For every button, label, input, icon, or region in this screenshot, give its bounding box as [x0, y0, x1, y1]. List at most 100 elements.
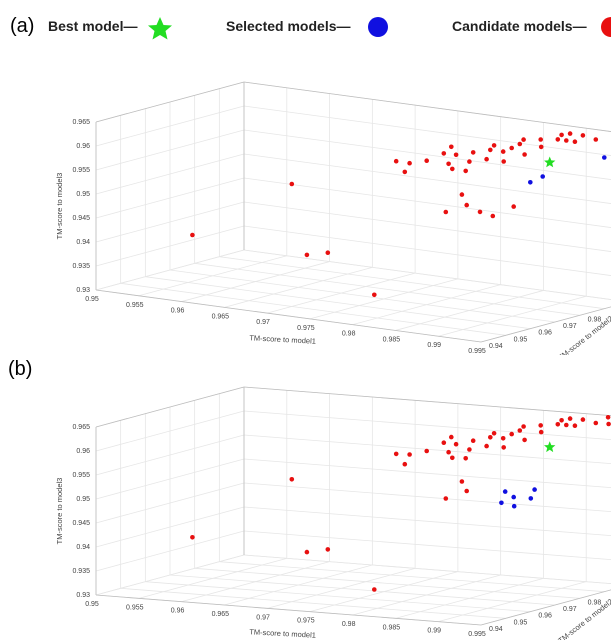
x-axis-label: TM-score to model1: [249, 627, 316, 639]
candidate-point: [509, 431, 514, 437]
candidate-point: [372, 292, 377, 298]
candidate-point: [190, 232, 195, 238]
y-tick-label: 0.97: [563, 323, 577, 330]
candidate-point: [517, 141, 523, 147]
selected-point: [528, 180, 533, 185]
y-tick-label: 0.96: [538, 613, 552, 620]
candidate-point: [393, 451, 399, 457]
x-tick-label: 0.955: [126, 604, 144, 611]
candidate-point: [441, 151, 447, 156]
candidate-point: [522, 437, 527, 443]
candidate-point: [500, 149, 506, 154]
selected-point: [540, 174, 545, 179]
panel-label-b: (b): [8, 358, 33, 380]
candidate-point: [580, 133, 586, 138]
y-tick-label: 0.98: [588, 316, 602, 323]
x-tick-label: 0.985: [383, 624, 401, 631]
candidate-point: [501, 159, 507, 164]
candidate-point: [450, 166, 455, 172]
candidate-point: [372, 587, 377, 592]
y-axis-label: TM-score to model2: [556, 597, 611, 640]
y-tick-label: 0.95: [514, 336, 528, 343]
x-tick-label: 0.995: [468, 631, 486, 638]
candidate-point: [509, 145, 514, 151]
x-axis-label: TM-score to model1: [249, 333, 316, 345]
candidate-point: [567, 131, 573, 136]
x-tick-label: 0.975: [297, 325, 315, 332]
candidate-point: [538, 423, 543, 428]
legend-selected-label: Selected models—: [226, 18, 351, 34]
candidate-point: [564, 138, 569, 143]
x-tick-label: 0.96: [171, 308, 185, 315]
candidate-point: [453, 152, 459, 158]
candidate-point: [441, 440, 447, 445]
candidate-point: [289, 477, 295, 482]
candidate-point: [464, 488, 470, 494]
candidate-point: [521, 424, 526, 429]
candidate-point: [567, 416, 573, 421]
candidate-point: [490, 213, 496, 219]
candidate-point: [572, 139, 578, 144]
candidate-point: [304, 549, 310, 555]
panel-label-a: (a): [10, 15, 34, 37]
candidate-point: [538, 137, 543, 142]
x-tick-label: 0.985: [383, 336, 401, 343]
y-tick-label: 0.97: [563, 606, 577, 613]
candidate-point: [459, 192, 465, 197]
candidate-point: [538, 429, 544, 435]
y-axis-label: TM-score to model2: [556, 314, 611, 355]
candidate-point: [593, 420, 599, 426]
selected-point: [528, 496, 534, 501]
x-tick-label: 0.955: [126, 302, 144, 309]
candidate-point: [446, 449, 451, 455]
x-tick-label: 0.99: [427, 342, 441, 349]
selected-point: [532, 487, 537, 492]
scatter3d-panel-a: 0.95 0.955 0.96 0.965 0.97 0.975 0.98 0.985 0.99…: [55, 81, 611, 355]
z-axis-label: TM-score to model3: [55, 173, 64, 240]
y-tick-label: 0.94: [489, 626, 503, 633]
z-tick-label: 0.94: [76, 239, 90, 246]
selected-point: [511, 503, 517, 509]
candidate-point: [501, 445, 507, 450]
x-tick-label: 0.95: [85, 601, 99, 608]
candidate-point: [593, 137, 599, 142]
candidate-point: [407, 160, 412, 166]
x-tick-label: 0.96: [171, 608, 185, 615]
z-tick-label: 0.955: [72, 167, 90, 174]
legend-candidate-label: Candidate models—: [452, 18, 587, 34]
y-tick-label: 0.96: [538, 330, 552, 337]
candidate-point: [467, 159, 472, 164]
z-tick-label: 0.955: [72, 472, 90, 479]
candidate-point: [488, 435, 493, 440]
candidate-point: [470, 438, 476, 443]
x-tick-label: 0.97: [256, 614, 270, 621]
y-tick-label: 0.98: [588, 599, 602, 606]
z-tick-label: 0.96: [76, 143, 90, 150]
x-tick-label: 0.995: [468, 348, 486, 355]
legend-best-label: Best model—: [48, 18, 137, 34]
candidate-point: [453, 441, 459, 447]
candidate-point: [402, 461, 408, 467]
x-tick-label: 0.97: [256, 319, 270, 326]
z-tick-label: 0.965: [72, 119, 90, 126]
candidate-point: [459, 479, 465, 484]
x-tick-label: 0.98: [342, 621, 356, 628]
candidate-point: [463, 168, 469, 174]
candidate-point: [491, 143, 497, 148]
candidate-point: [467, 447, 472, 452]
candidate-point: [443, 209, 449, 215]
candidate-point: [538, 144, 544, 150]
candidate-point: [449, 144, 454, 150]
candidate-point: [484, 443, 489, 449]
candidate-point: [491, 431, 497, 436]
candidate-point: [470, 150, 476, 155]
candidate-point: [393, 158, 399, 164]
legend-candidate-circle-icon: [601, 17, 611, 37]
legend-best-star-icon: [148, 17, 172, 40]
candidate-point: [464, 202, 470, 208]
candidate-point: [488, 147, 493, 153]
z-tick-label: 0.95: [76, 496, 90, 503]
selected-point: [502, 489, 508, 494]
candidate-point: [446, 161, 451, 167]
chart-legend: (a) Best model— Selected models— Candida…: [10, 15, 611, 40]
